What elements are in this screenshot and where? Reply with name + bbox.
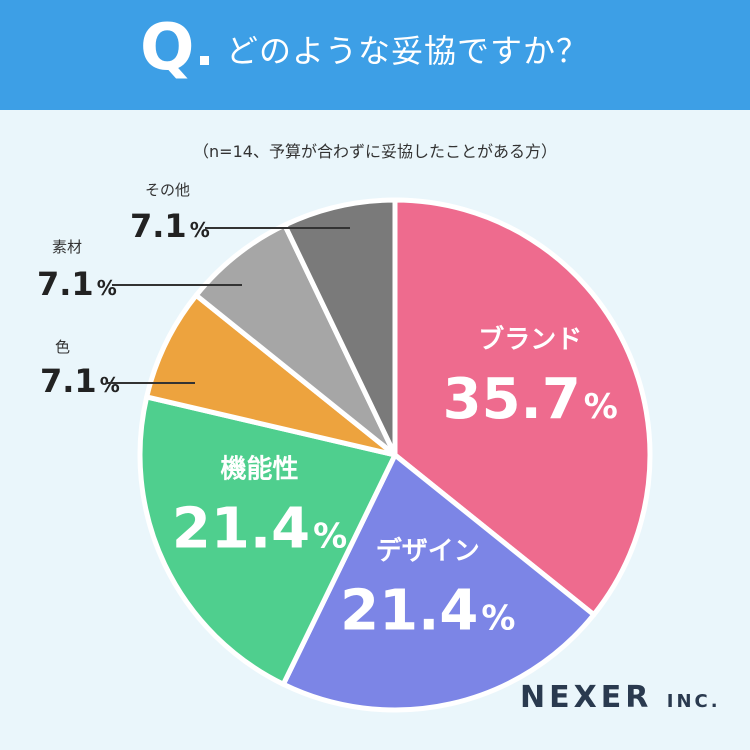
pie-slice-3 (137, 394, 398, 687)
slice-value-1: 35.7% (443, 367, 618, 432)
slice-label-3: 機能性 (221, 453, 299, 484)
header-bar: Q どのような妥協ですか？ (0, 0, 750, 110)
pie-slice-6 (282, 197, 398, 458)
question-title: どのような妥協ですか？ (226, 32, 590, 70)
pie-slice-1 (392, 197, 653, 618)
slice-value-5: 7.1% (37, 265, 117, 303)
slice-label-6: その他 (145, 181, 190, 199)
slice-value-6: 7.1% (130, 207, 210, 245)
brand-name: NEXER (520, 680, 653, 715)
brand-suffix: INC. (666, 691, 721, 712)
slice-value-4: 7.1% (40, 362, 120, 400)
slice-value-3: 21.4% (172, 496, 347, 561)
slice-label-1: ブランド (478, 324, 582, 355)
slice-label-5: 素材 (52, 238, 82, 256)
pie-slice-2 (280, 452, 597, 713)
slice-label-4: 色 (55, 338, 70, 356)
nexer-logo: NEXER INC. (520, 680, 721, 715)
sample-note: （n=14、予算が合わずに妥協したことがある方） (193, 142, 557, 161)
q-dot (200, 56, 209, 65)
slice-value-2: 21.4% (340, 578, 515, 643)
q-mark: Q (140, 11, 195, 85)
slice-label-2: デザイン (376, 535, 480, 566)
